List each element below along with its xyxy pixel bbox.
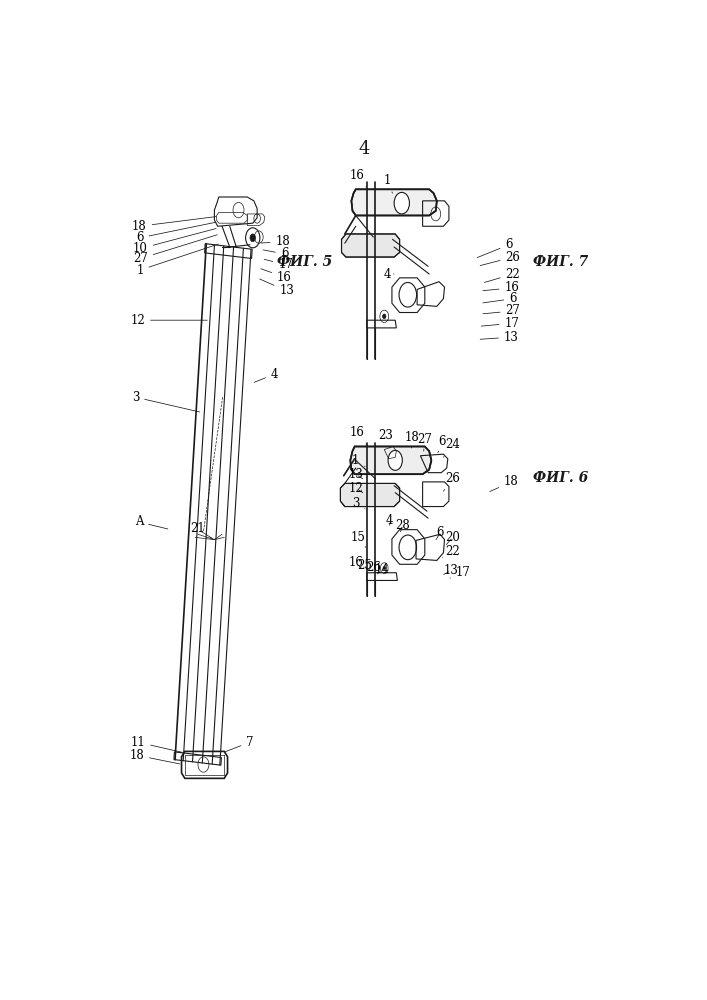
Text: 11: 11 [130, 736, 182, 752]
Circle shape [394, 192, 409, 214]
Text: 6: 6 [483, 292, 517, 305]
Text: 18: 18 [404, 431, 419, 448]
Text: 17: 17 [450, 566, 471, 579]
Text: 6: 6 [477, 238, 513, 258]
Circle shape [388, 450, 402, 470]
Text: 4: 4 [358, 140, 370, 158]
Text: ФИГ. 5: ФИГ. 5 [277, 255, 332, 269]
Text: 22: 22 [484, 267, 520, 282]
Text: 25: 25 [357, 559, 372, 572]
Text: 13: 13 [444, 564, 459, 577]
Text: 21: 21 [191, 522, 211, 538]
Text: 16: 16 [349, 556, 363, 569]
Text: 22: 22 [443, 545, 460, 558]
Text: 17: 17 [481, 317, 520, 330]
Text: 12: 12 [130, 314, 207, 327]
Text: 7: 7 [225, 736, 254, 752]
Text: 1: 1 [352, 454, 365, 467]
Polygon shape [341, 234, 399, 257]
Text: 16: 16 [349, 169, 366, 187]
Circle shape [250, 234, 255, 242]
Text: ФИГ. 7: ФИГ. 7 [533, 255, 588, 269]
Text: 20: 20 [445, 531, 460, 545]
Text: 6: 6 [263, 247, 288, 260]
Text: 15: 15 [351, 531, 366, 547]
Text: 27: 27 [483, 304, 520, 317]
Text: 24: 24 [443, 438, 460, 457]
Text: A: A [134, 515, 168, 529]
Text: 1: 1 [383, 174, 392, 193]
Polygon shape [341, 483, 399, 507]
Circle shape [383, 567, 385, 570]
Text: 12: 12 [349, 482, 363, 495]
Text: 18: 18 [261, 235, 291, 248]
Text: 17: 17 [264, 258, 293, 271]
Text: 6: 6 [436, 526, 444, 540]
Text: 18: 18 [129, 749, 180, 764]
Text: 16: 16 [261, 269, 292, 284]
Text: 4: 4 [255, 368, 279, 382]
Text: 14: 14 [375, 563, 390, 576]
Text: 10: 10 [133, 229, 216, 255]
Text: 13: 13 [259, 279, 294, 297]
Text: 3: 3 [132, 391, 199, 412]
Text: 26: 26 [480, 251, 520, 266]
Text: 6: 6 [136, 222, 216, 244]
Text: 18: 18 [490, 475, 519, 492]
Text: 26: 26 [366, 561, 381, 574]
Polygon shape [351, 189, 437, 215]
Text: 1: 1 [136, 244, 218, 277]
Text: 26: 26 [443, 472, 460, 491]
Text: 27: 27 [133, 235, 217, 265]
Text: 6: 6 [438, 435, 445, 453]
Text: 28: 28 [395, 519, 410, 532]
Text: ФИГ. 6: ФИГ. 6 [533, 471, 588, 485]
Text: 16: 16 [349, 426, 367, 445]
Text: 13: 13 [480, 331, 519, 344]
Circle shape [382, 314, 386, 319]
Polygon shape [350, 446, 431, 474]
Text: 16: 16 [483, 281, 520, 294]
Text: 27: 27 [417, 433, 432, 451]
Text: 4: 4 [386, 514, 394, 527]
Text: 13: 13 [349, 468, 363, 481]
Text: 3: 3 [352, 497, 365, 510]
Text: 4: 4 [383, 267, 394, 280]
Text: 18: 18 [132, 217, 216, 233]
Text: 23: 23 [378, 429, 393, 448]
